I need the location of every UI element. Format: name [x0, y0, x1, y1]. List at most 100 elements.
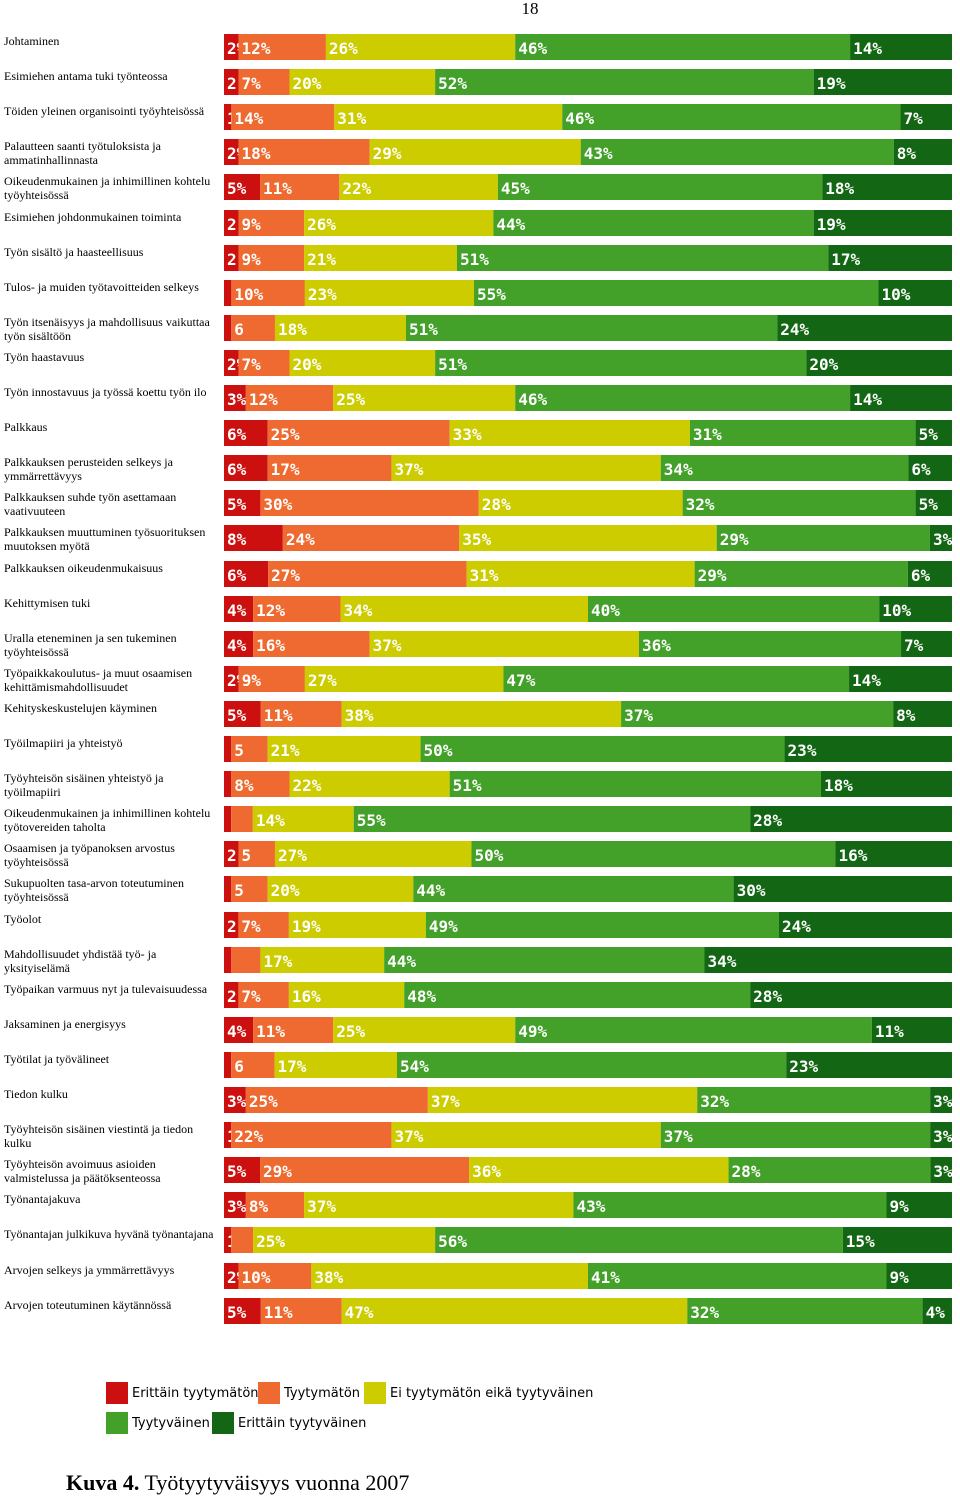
data-label: 44%	[496, 215, 525, 234]
data-label: 34%	[664, 460, 693, 479]
data-label: 35%	[462, 530, 491, 549]
data-label: 27%	[308, 671, 337, 690]
data-label: 29%	[698, 566, 727, 585]
data-label: 9%	[889, 1268, 909, 1287]
bar-segment	[224, 947, 232, 973]
row-label: Palkkauksen muuttuminen työsuorituksen m…	[4, 525, 206, 554]
bar-segment	[253, 1017, 334, 1043]
bar-segment	[813, 210, 952, 236]
bar-segment	[224, 806, 232, 832]
data-label: 29%	[720, 530, 749, 549]
data-label: 26%	[329, 39, 358, 58]
row-label: Mahdollisuudet yhdistää työ- ja yksityis…	[4, 947, 157, 976]
data-label: 6	[234, 1057, 244, 1076]
bar-segment	[930, 1157, 952, 1183]
legend-swatch	[106, 1382, 128, 1404]
bar-segment	[515, 34, 851, 60]
bar-segment	[588, 1263, 887, 1289]
data-label: 11%	[264, 1303, 293, 1322]
data-label: 32%	[686, 495, 715, 514]
bar-segment	[238, 350, 290, 376]
data-label: 44%	[387, 952, 416, 971]
bar-segment	[224, 34, 239, 60]
data-label: 9%	[889, 1197, 909, 1216]
data-label: 3%	[933, 1162, 953, 1181]
bar-segment	[908, 455, 952, 481]
data-label: 14%	[852, 671, 881, 690]
data-label: 15%	[846, 1232, 875, 1251]
row-label: Työn haastavuus	[4, 350, 85, 364]
bar-segment	[224, 666, 239, 692]
bar-segment	[687, 1298, 923, 1324]
bar-segment	[893, 701, 952, 727]
bar-segment	[231, 1122, 392, 1148]
bar-segment	[304, 1192, 574, 1218]
data-label: 51%	[460, 250, 489, 269]
bar-segment	[907, 561, 952, 587]
legend-label: Ei tyytymätön eikä tyytyväinen	[390, 1386, 594, 1401]
row-label: Työn sisältö ja haasteellisuus	[4, 245, 144, 259]
bar-segment	[420, 736, 785, 762]
bar-row: 2 7% 16% 48% 28%	[224, 982, 952, 1008]
row-label: Töiden yleinen organisointi työyhteisöss…	[4, 104, 205, 118]
bar-row: 114%31%46%7%	[224, 104, 952, 130]
data-label: 6%	[227, 566, 247, 585]
data-label: 5	[234, 741, 244, 760]
data-label: 55%	[357, 811, 386, 830]
data-label: 16%	[256, 636, 285, 655]
data-label: 31%	[470, 566, 499, 585]
data-label: 5%	[227, 706, 247, 725]
bar-segment	[340, 596, 588, 622]
bar-segment	[660, 455, 909, 481]
bar-segment	[449, 771, 821, 797]
row-label: Uralla eteneminen ja sen tukeminen työyh…	[4, 631, 177, 660]
bar-segment	[224, 1227, 232, 1253]
data-label: 28%	[753, 811, 782, 830]
data-label: 37%	[373, 636, 402, 655]
data-label: 30%	[737, 881, 766, 900]
bar-segment	[886, 1192, 952, 1218]
row-label: Arvojen selkeys ja ymmärrettävyys	[4, 1263, 175, 1277]
bar-segment	[224, 139, 239, 165]
data-label: 5%	[227, 179, 247, 198]
bar-row: 125%56%15%	[224, 1227, 952, 1253]
bar-row: 8% 24% 35% 29% 3%	[224, 525, 953, 551]
bar-segment	[728, 1157, 931, 1183]
bar-segment	[682, 490, 916, 516]
bar-segment	[922, 1298, 952, 1324]
data-label: 6%	[911, 460, 931, 479]
bar-segment	[231, 736, 268, 762]
data-label: 6%	[227, 425, 247, 444]
data-label: 28%	[732, 1162, 761, 1181]
data-label: 17%	[263, 952, 292, 971]
row-label: Työpaikkakoulutus- ja muut osaamisen keh…	[4, 666, 193, 695]
data-label: 5%	[919, 425, 939, 444]
data-label: 8%	[897, 144, 917, 163]
data-label: 27%	[278, 846, 307, 865]
data-label: 5	[234, 881, 244, 900]
bar-segment	[268, 561, 467, 587]
caption-label: Kuva 4.	[66, 1470, 140, 1495]
bar-segment	[288, 912, 426, 938]
bar-segment	[274, 1052, 397, 1078]
data-label: 20%	[271, 881, 300, 900]
bar-segment	[427, 1087, 698, 1113]
bar-segment	[621, 701, 894, 727]
bar-segment	[842, 1227, 952, 1253]
bar-segment	[224, 280, 232, 306]
data-label: 4%	[227, 1022, 247, 1041]
data-label: 36%	[642, 636, 671, 655]
bar-segment	[260, 947, 385, 973]
data-label: 46%	[518, 39, 547, 58]
bar-segment	[716, 525, 930, 551]
data-label: 12%	[242, 39, 271, 58]
data-label: 19%	[817, 74, 846, 93]
row-label: Palkkauksen oikeudenmukaisuus	[4, 561, 163, 575]
bar-segment	[333, 385, 516, 411]
data-label: 5	[242, 846, 252, 865]
bar-segment	[341, 701, 622, 727]
bar-row: 5% 29% 36% 28% 3%	[224, 1157, 953, 1183]
figure-caption: Kuva 4. Työtyytyväisyys vuonna 2007	[66, 1470, 409, 1496]
bar-segment	[224, 701, 261, 727]
data-label: 14%	[853, 390, 882, 409]
